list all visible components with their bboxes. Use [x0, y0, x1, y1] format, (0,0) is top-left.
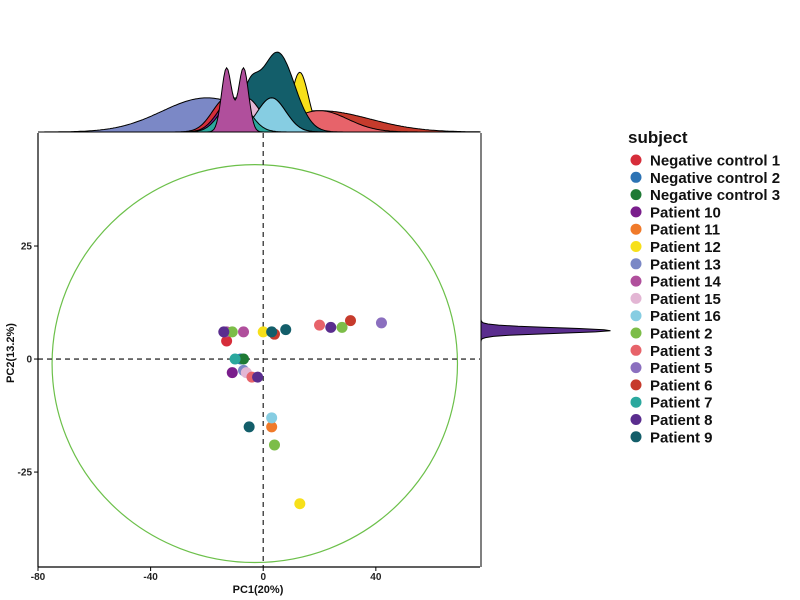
- y-tick-label: 25: [21, 242, 33, 253]
- data-point: [266, 412, 278, 424]
- y-tick-label: 0: [26, 355, 32, 366]
- y-axis-ticks: -25 0 25: [18, 242, 38, 479]
- y-axis-title: PC2(13.2%): [5, 323, 17, 383]
- legend-key: [630, 258, 642, 270]
- legend-key: [630, 189, 642, 201]
- x-tick-label: -80: [31, 572, 46, 583]
- data-point: [226, 326, 238, 338]
- legend-key: [630, 292, 642, 304]
- x-axis-ticks: -80 -40 0 40: [31, 567, 382, 583]
- data-point: [221, 335, 233, 347]
- legend-label: Negative control 2: [650, 170, 780, 187]
- legend-label: Patient 13: [650, 256, 721, 273]
- legend-label: Patient 16: [650, 308, 721, 325]
- data-point: [325, 321, 337, 333]
- legend-label: Patient 5: [650, 360, 713, 377]
- data-point: [229, 353, 241, 365]
- legend-key: [630, 275, 642, 287]
- legend-label: Negative control 3: [650, 187, 780, 204]
- legend-key: [630, 206, 642, 218]
- legend-key: [630, 241, 642, 252]
- legend-label: Patient 14: [650, 274, 722, 291]
- legend-key: [630, 310, 642, 322]
- right-marginal-density: [480, 133, 611, 567]
- plot-area: [37, 133, 480, 568]
- legend-key: [630, 414, 642, 425]
- legend-label: Patient 15: [650, 291, 721, 308]
- legend-label: Patient 11: [650, 222, 720, 239]
- data-point: [268, 439, 280, 451]
- x-axis-title: PC1(20%): [233, 584, 284, 596]
- legend-key: [630, 171, 642, 183]
- legend-key: [630, 362, 642, 374]
- legend-key: [630, 379, 642, 391]
- data-point: [266, 326, 278, 338]
- legend-label: Patient 3: [650, 343, 713, 360]
- y-tick-label: -25: [18, 468, 33, 479]
- x-tick-label: 0: [260, 572, 266, 583]
- data-point: [257, 326, 269, 338]
- data-point: [280, 324, 292, 336]
- right-density-curve: [480, 304, 611, 360]
- legend-label: Patient 2: [650, 326, 713, 343]
- legend-title: subject: [628, 128, 688, 147]
- top-marginal-density: [38, 51, 481, 133]
- legend-label: Patient 8: [650, 412, 713, 429]
- legend-label: Patient 12: [650, 239, 721, 256]
- data-point: [218, 326, 230, 338]
- legend-key: [630, 223, 642, 235]
- x-tick-label: -40: [143, 572, 158, 583]
- data-point: [294, 498, 306, 510]
- legend-key: [630, 327, 642, 339]
- data-point: [375, 317, 387, 329]
- legend-label: Patient 10: [650, 204, 721, 221]
- data-point: [336, 321, 348, 333]
- data-point: [266, 421, 278, 433]
- data-point: [344, 315, 356, 327]
- data-point: [252, 371, 264, 383]
- data-point: [238, 353, 250, 365]
- legend-label: Negative control 1: [650, 153, 780, 170]
- data-point: [238, 326, 250, 338]
- legend-label: Patient 7: [650, 395, 713, 412]
- data-point: [243, 421, 255, 433]
- data-point: [226, 367, 238, 379]
- legend-key: [630, 396, 642, 408]
- legend-label: Patient 6: [650, 377, 713, 394]
- legend-key: [630, 431, 642, 443]
- x-tick-label: 40: [370, 572, 382, 583]
- legend-key: [630, 154, 642, 166]
- legend-label: Patient 9: [650, 429, 713, 446]
- data-point: [314, 319, 326, 331]
- legend-key: [630, 344, 642, 356]
- confidence-ellipse: [51, 164, 459, 564]
